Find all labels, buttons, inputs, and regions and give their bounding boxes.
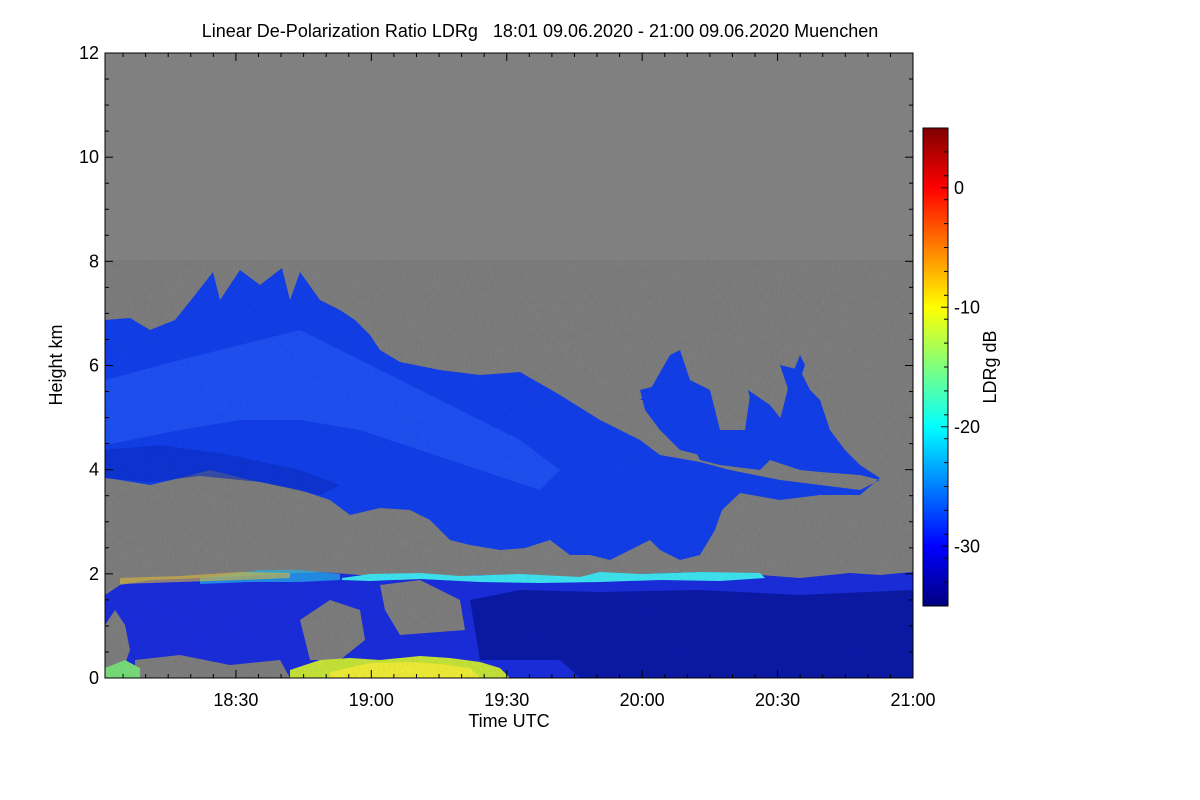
y-tick-label: 4 [89,460,99,480]
colorbar-tick-label: -10 [954,297,980,317]
x-tick-label: 18:30 [213,690,258,710]
y-tick-label: 0 [89,668,99,688]
x-axis: 18:30 19:00 19:30 20:00 20:30 21:00 [122,53,936,710]
colorbar-tick-label: -20 [954,417,980,437]
y-tick-label: 10 [79,147,99,167]
colorbar [922,127,949,607]
x-tick-label: 19:30 [484,690,529,710]
y-tick-label: 6 [89,356,99,376]
y-tick-label: 2 [89,564,99,584]
y-tick-label: 8 [89,251,99,271]
x-tick-label: 19:00 [349,690,394,710]
colorbar-tick-label: 0 [954,178,964,198]
colorbar-title: LDRg dB [980,330,1000,403]
colorbar-tick-label: -30 [954,536,980,556]
x-axis-title: Time UTC [468,711,549,731]
y-axis: 0 2 4 6 8 10 12 [79,43,913,688]
data-layer [105,260,913,678]
x-tick-label: 20:30 [755,690,800,710]
chart-title: Linear De-Polarization Ratio LDRg 18:01 … [201,21,879,41]
x-tick-label: 21:00 [890,690,935,710]
y-tick-label: 12 [79,43,99,63]
y-axis-title: Height km [46,324,66,405]
x-tick-label: 20:00 [620,690,665,710]
colorbar-ticks: 0 -10 -20 -30 [941,127,980,607]
texture-overlay [105,260,913,678]
